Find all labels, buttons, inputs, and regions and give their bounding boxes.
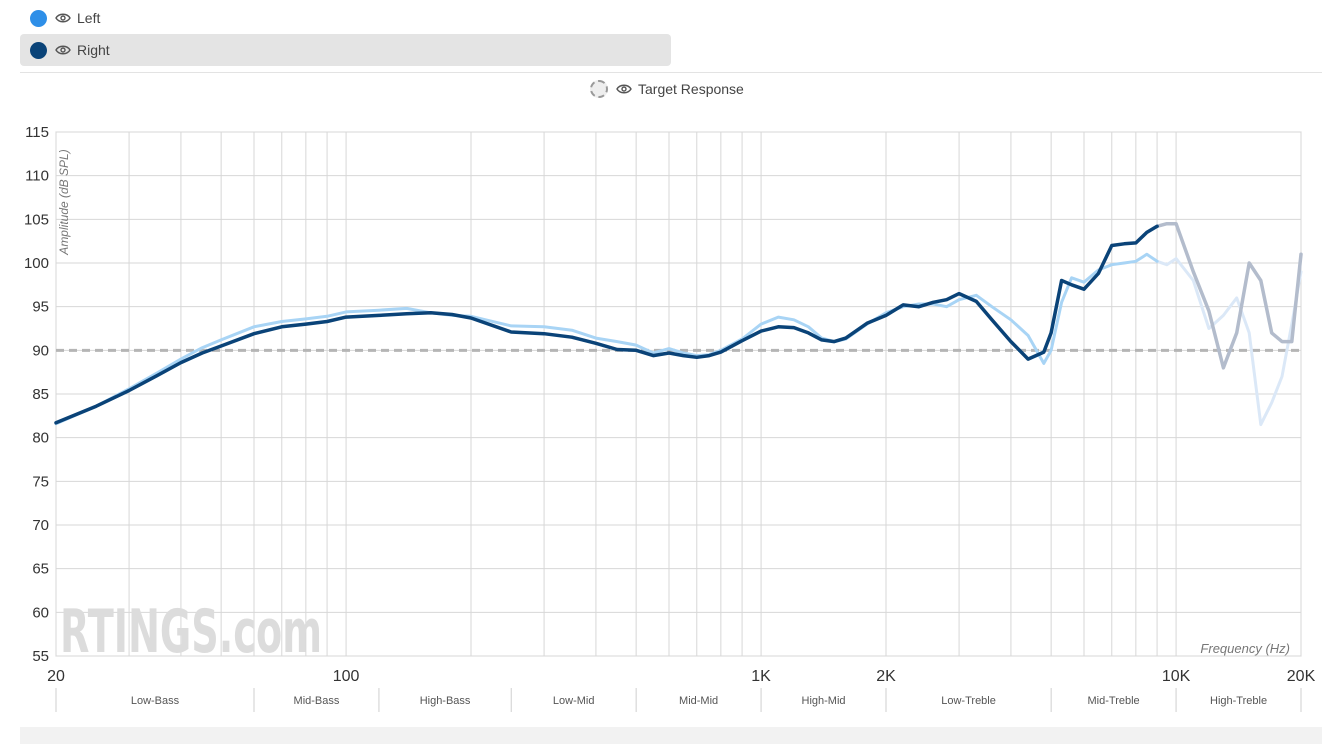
y-tick-label: 80 (32, 430, 49, 447)
x-axis-ticks: 20 100 1K 2K 10K 20K (47, 668, 1315, 685)
band-label: High-Mid (802, 695, 846, 707)
y-tick-label: 75 (32, 473, 49, 490)
band-label: Low-Bass (131, 695, 180, 707)
series-left-extended-line (1155, 257, 1303, 427)
legend-label-right: Right (77, 42, 110, 58)
series-right-extended-line (1155, 221, 1303, 370)
frequency-bands: Low-Bass Mid-Bass High-Bass Low-Mid Mid-Mid H… (55, 688, 1302, 712)
band-label: Mid-Treble (1088, 695, 1140, 707)
legend-label-target: Target Response (638, 81, 744, 97)
y-tick-label: 60 (32, 604, 49, 621)
eye-icon[interactable] (55, 12, 71, 24)
legend-item-right[interactable]: Right (20, 34, 671, 66)
legend-item-target[interactable]: Target Response (590, 80, 744, 98)
y-tick-label: 95 (32, 299, 49, 316)
target-color-swatch (590, 80, 608, 98)
x-axis-label: Frequency (Hz) (1200, 641, 1290, 656)
x-tick-label: 100 (333, 668, 360, 685)
y-tick-label: 55 (32, 648, 49, 665)
watermark-logo: RTINGS.com (60, 597, 322, 667)
band-label: High-Bass (420, 695, 471, 707)
legend-item-left[interactable]: Left (20, 2, 671, 34)
right-color-swatch (30, 41, 47, 59)
x-tick-label: 1K (751, 668, 771, 685)
y-axis-label: Amplitude (dB SPL) (57, 149, 71, 255)
eye-icon[interactable] (55, 44, 71, 56)
x-tick-label: 2K (876, 668, 896, 685)
band-label: High-Treble (1210, 695, 1267, 707)
y-tick-label: 65 (32, 561, 49, 578)
x-tick-label: 20 (47, 668, 65, 685)
y-axis-ticks: 55 60 65 70 75 80 85 90 95 100 105 110 115 (24, 124, 49, 665)
band-label: Mid-Mid (679, 695, 718, 707)
y-tick-label: 105 (24, 211, 49, 228)
legend-label-left: Left (77, 10, 101, 26)
x-tick-label: 20K (1287, 668, 1316, 685)
series-right-line (54, 224, 1159, 425)
legend-divider (20, 72, 1322, 73)
eye-icon[interactable] (616, 83, 632, 95)
y-tick-label: 115 (25, 124, 49, 141)
x-tick-label: 10K (1162, 668, 1191, 685)
chart-grid (55, 131, 1302, 657)
y-tick-label: 110 (25, 168, 49, 185)
series-group (54, 221, 1303, 427)
band-label: Mid-Bass (294, 695, 340, 707)
band-label: Low-Treble (941, 695, 996, 707)
bottom-panel (20, 727, 1322, 744)
y-tick-label: 100 (24, 255, 49, 272)
band-label: Low-Mid (553, 695, 595, 707)
y-tick-label: 90 (32, 342, 49, 359)
y-tick-label: 85 (32, 386, 49, 403)
left-color-swatch (30, 9, 47, 27)
y-tick-label: 70 (32, 517, 49, 534)
